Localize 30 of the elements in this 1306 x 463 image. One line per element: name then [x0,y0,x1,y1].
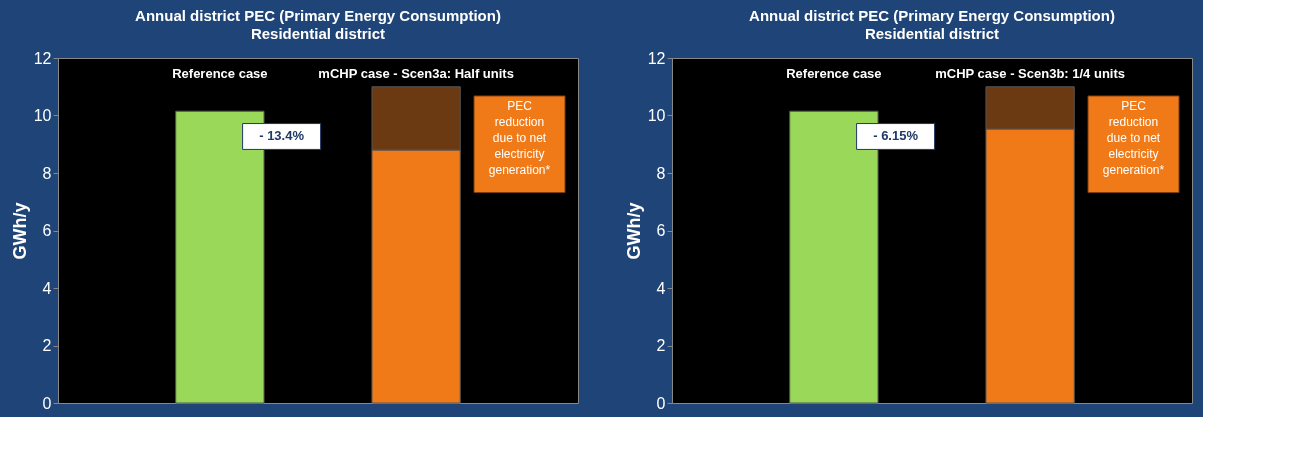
bar [789,110,879,404]
y-tick-label: 0 [656,394,666,412]
x-tick-label: mCHP case - Scen3a: Half units [318,65,514,81]
y-tick-label: 10 [33,107,52,124]
y-tick-label: 10 [647,107,666,124]
x-tick-label: Reference case [786,65,882,81]
y-tick-label: 12 [647,49,666,67]
y-tick-label: 4 [656,279,666,297]
annotation: - 6.15% [873,128,919,144]
annotation: PEC reduction due to net electricity generation* [488,99,551,178]
chart-subtitle: Residential district [250,25,386,42]
y-axis-title: GWh/y [623,202,644,260]
chart-title: Annual district PEC (Primary Energy Consumption) [135,7,501,24]
annotation: - 13.4% [259,128,305,144]
chart-title: Annual district PEC (Primary Energy Consumption) [749,7,1115,24]
y-tick-label: 6 [42,222,52,239]
chart-subtitle: Residential district [864,25,1000,42]
y-tick-label: 4 [42,279,52,297]
y-tick-label: 2 [42,337,52,354]
annotation: PEC reduction due to net electricity generation* [1102,99,1165,178]
y-tick-label: 0 [42,394,52,412]
y-axis-title: GWh/y [9,202,30,260]
y-tick-label: 6 [656,222,666,239]
y-tick-label: 2 [656,337,666,354]
y-tick-label: 8 [656,164,666,182]
y-tick-label: 12 [33,49,52,67]
y-tick-label: 8 [42,164,52,182]
x-tick-label: Reference case [172,65,268,81]
x-tick-label: mCHP case - Scen3b: 1/4 units [935,65,1125,81]
bar [175,110,265,404]
